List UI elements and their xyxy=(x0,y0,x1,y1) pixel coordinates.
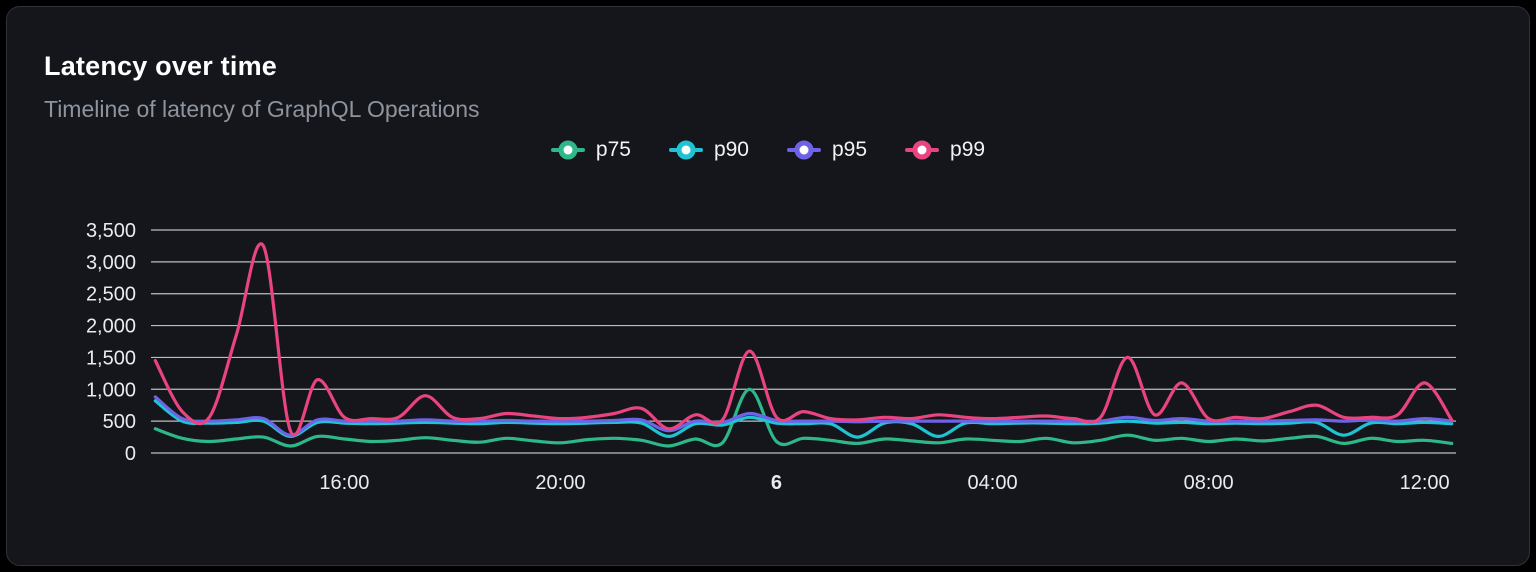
legend-dot-icon xyxy=(794,140,814,160)
latency-panel: Latency over time Timeline of latency of… xyxy=(6,6,1530,566)
legend-dot-icon xyxy=(558,140,578,160)
series-line-p75 xyxy=(153,387,1454,448)
legend-dot-icon xyxy=(912,140,932,160)
x-axis-tick-label: 08:00 xyxy=(1184,472,1234,494)
series-line-p90 xyxy=(153,399,1454,439)
legend-item-p95[interactable]: p95 xyxy=(787,138,867,162)
legend-marker-p95 xyxy=(787,140,821,160)
y-axis-tick-label: 1,500 xyxy=(86,347,136,369)
legend-marker-p90 xyxy=(668,140,703,160)
legend-dot-icon xyxy=(676,140,696,160)
x-axis-tick-label: 04:00 xyxy=(968,472,1018,494)
y-axis-tick-label: 1,000 xyxy=(86,379,136,401)
chart-canvas: 0 500 1,000 1,500 2,000 2,500 3,000 3,500 16:00 2… xyxy=(86,220,1456,494)
x-axis-tick-label: 6 xyxy=(771,472,782,494)
legend-label: p75 xyxy=(595,138,631,161)
y-axis-tick-label: 3,000 xyxy=(86,252,136,274)
x-axis-tick-label: 20:00 xyxy=(535,472,585,494)
legend-label: p90 xyxy=(713,138,749,161)
legend-item-p90[interactable]: p90 xyxy=(668,138,749,162)
latency-line-chart: 0 500 1,000 1,500 2,000 2,500 3,000 3,500 16:00 2… xyxy=(31,193,1481,523)
y-axis-tick-label: 2,000 xyxy=(86,316,136,338)
legend-marker-p75 xyxy=(550,140,585,160)
chart-legend: p75 p90 p95 p99 xyxy=(7,138,1529,162)
x-axis-tick-label: 16:00 xyxy=(319,472,369,494)
y-axis-tick-label: 0 xyxy=(125,443,136,465)
legend-marker-p99 xyxy=(905,140,940,160)
series-line-p99 xyxy=(153,242,1454,437)
chart-subtitle: Timeline of latency of GraphQL Operation… xyxy=(44,96,480,122)
legend-label: p95 xyxy=(832,138,868,161)
legend-label: p99 xyxy=(950,138,986,161)
y-axis-tick-label: 3,500 xyxy=(86,220,136,242)
legend-item-p99[interactable]: p99 xyxy=(905,138,985,162)
page-title: Latency over time xyxy=(44,51,277,81)
y-axis-tick-label: 500 xyxy=(103,411,136,433)
series-line-p95 xyxy=(153,395,1454,437)
y-axis-tick-label: 2,500 xyxy=(86,284,136,306)
legend-item-p75[interactable]: p75 xyxy=(550,138,631,162)
x-axis-tick-label: 12:00 xyxy=(1400,472,1450,494)
